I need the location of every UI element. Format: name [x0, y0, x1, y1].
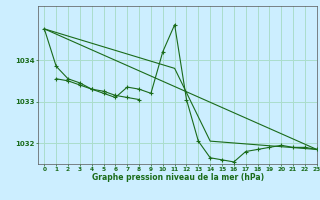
X-axis label: Graphe pression niveau de la mer (hPa): Graphe pression niveau de la mer (hPa) [92, 173, 264, 182]
